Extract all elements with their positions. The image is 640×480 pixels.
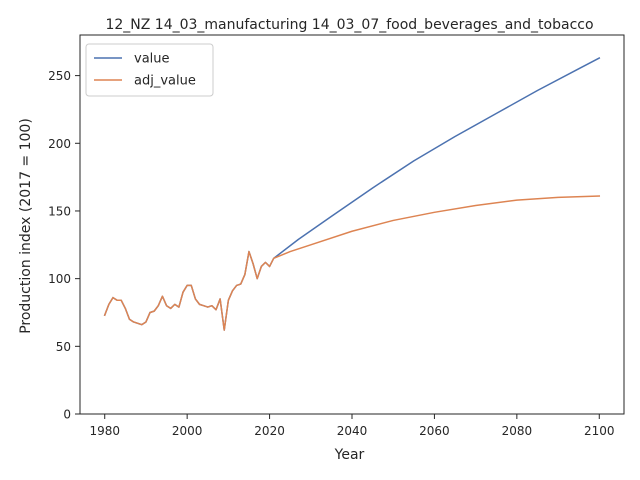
series-line-value — [103, 56, 601, 331]
x-tick-label-2080: 2080 — [502, 424, 533, 438]
y-tick-label-150: 150 — [48, 204, 71, 218]
x-axis-label: Year — [334, 447, 365, 463]
legend-label-value: value — [134, 52, 170, 67]
legend-box — [85, 43, 214, 97]
y-tick-label-0: 0 — [63, 408, 71, 422]
y-tick-label-200: 200 — [48, 137, 71, 151]
legend-label-adj_value: adj_value — [134, 74, 196, 89]
y-tick-label-250: 250 — [48, 69, 71, 83]
x-tick-label-2040: 2040 — [337, 424, 368, 438]
x-tick-label-1980: 1980 — [89, 424, 120, 438]
y-tick-label-50: 50 — [56, 340, 71, 354]
x-tick-label-2060: 2060 — [419, 424, 450, 438]
x-tick-label-2020: 2020 — [254, 424, 285, 438]
series-line-adj_value — [103, 195, 601, 331]
legend: value adj_value — [85, 43, 214, 97]
y-axis-label: Production index (2017 = 100) — [18, 118, 34, 334]
y-tick-label-100: 100 — [48, 272, 71, 286]
x-tick-label-2100: 2100 — [584, 424, 615, 438]
series-layer — [103, 56, 601, 331]
x-tick-label-2000: 2000 — [172, 424, 203, 438]
axes-layer: 1980 2000 2020 2040 2060 2080 2100 0 50 100 150 200… — [48, 34, 625, 438]
chart-title: 12_NZ 14_03_manufacturing 14_03_07_food_… — [105, 17, 593, 33]
